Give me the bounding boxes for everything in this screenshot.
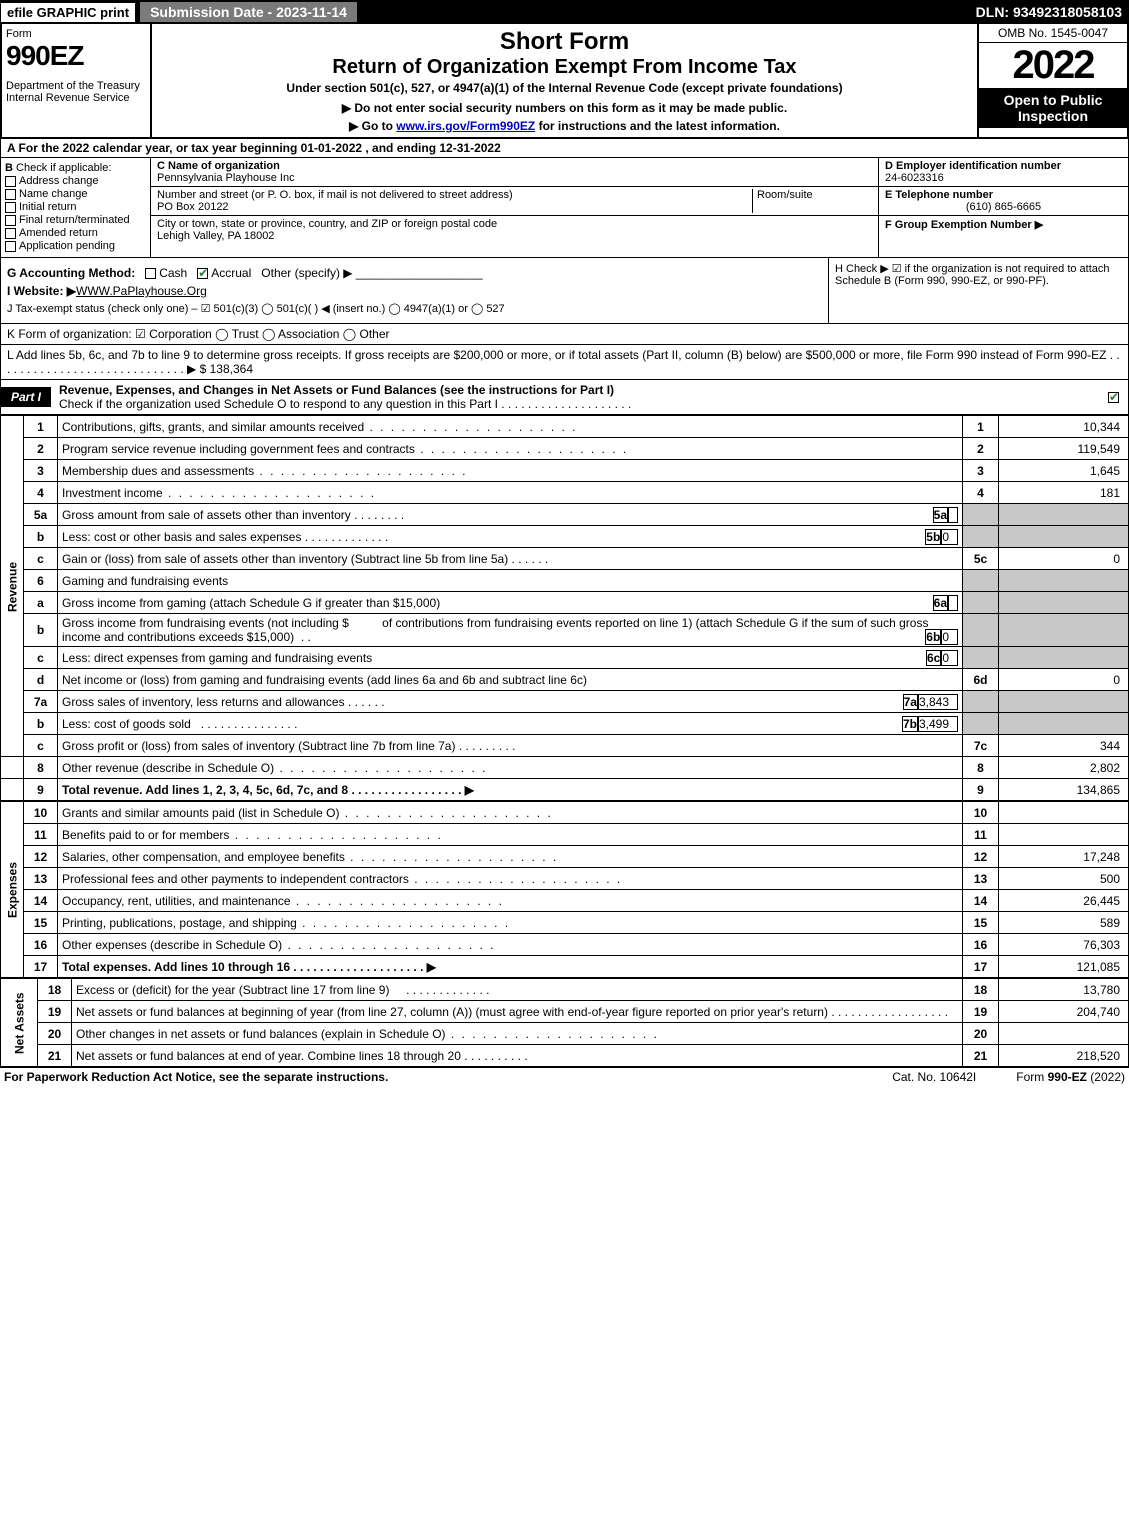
c-street-label: Number and street (or P. O. box, if mail… bbox=[157, 189, 752, 201]
col-d: D Employer identification number 24-6023… bbox=[878, 158, 1128, 257]
row-l: L Add lines 5b, 6c, and 7b to line 9 to … bbox=[0, 345, 1129, 380]
title-return: Return of Organization Exempt From Incom… bbox=[160, 56, 969, 79]
part-i-checkbox[interactable] bbox=[1102, 387, 1128, 407]
c-name-label: C Name of organization bbox=[157, 160, 872, 172]
cb-final-return[interactable]: Final return/terminated bbox=[5, 214, 146, 226]
i-website: I Website: ▶WWW.PaPlayhouse.Org bbox=[7, 284, 822, 298]
ghi-left: G Accounting Method: Cash Accrual Other … bbox=[1, 258, 828, 323]
website-value: WWW.PaPlayhouse.Org bbox=[76, 284, 207, 298]
side-revenue: Revenue bbox=[1, 416, 24, 757]
org-street: PO Box 20122 bbox=[157, 201, 752, 213]
cb-amended-return[interactable]: Amended return bbox=[5, 227, 146, 239]
title-short-form: Short Form bbox=[160, 28, 969, 56]
title-goto: ▶ Go to www.irs.gov/Form990EZ for instru… bbox=[160, 119, 969, 133]
department: Department of the Treasury Internal Reve… bbox=[6, 80, 146, 104]
irs-link[interactable]: www.irs.gov/Form990EZ bbox=[396, 119, 535, 133]
line-9: 9Total revenue. Add lines 1, 2, 3, 4, 5c… bbox=[1, 779, 1129, 801]
col-c: C Name of organization Pennsylvania Play… bbox=[151, 158, 878, 257]
line-15: 15Printing, publications, postage, and s… bbox=[1, 912, 1129, 934]
form-word: Form bbox=[6, 28, 146, 40]
line-13: 13Professional fees and other payments t… bbox=[1, 868, 1129, 890]
title-section: Under section 501(c), 527, or 4947(a)(1)… bbox=[160, 81, 969, 95]
line-18: Net Assets 18Excess or (deficit) for the… bbox=[1, 979, 1129, 1001]
line-20: 20Other changes in net assets or fund ba… bbox=[1, 1023, 1129, 1045]
net-assets-table: Net Assets 18Excess or (deficit) for the… bbox=[0, 978, 1129, 1067]
line-7c: cGross profit or (loss) from sales of in… bbox=[1, 735, 1129, 757]
block-ghij: G Accounting Method: Cash Accrual Other … bbox=[0, 258, 1129, 324]
col-b: B Check if applicable: Address change Na… bbox=[1, 158, 151, 257]
part-i-tag: Part I bbox=[1, 387, 51, 407]
line-4: 4Investment income4181 bbox=[1, 482, 1129, 504]
header-mid: Short Form Return of Organization Exempt… bbox=[152, 24, 977, 137]
g-accounting: G Accounting Method: Cash Accrual Other … bbox=[7, 266, 822, 280]
title-ssn-warning: ▶ Do not enter social security numbers o… bbox=[160, 101, 969, 115]
revenue-table: Revenue 1Contributions, gifts, grants, a… bbox=[0, 415, 1129, 801]
cb-initial-return[interactable]: Initial return bbox=[5, 201, 146, 213]
line-17: 17Total expenses. Add lines 10 through 1… bbox=[1, 956, 1129, 978]
cb-name-change[interactable]: Name change bbox=[5, 188, 146, 200]
cb-accrual[interactable] bbox=[197, 268, 208, 279]
line-5a: 5a Gross amount from sale of assets othe… bbox=[1, 504, 1129, 526]
line-1: Revenue 1Contributions, gifts, grants, a… bbox=[1, 416, 1129, 438]
line-6c: c Less: direct expenses from gaming and … bbox=[1, 647, 1129, 669]
line-3: 3Membership dues and assessments31,645 bbox=[1, 460, 1129, 482]
line-6b: b Gross income from fundraising events (… bbox=[1, 614, 1129, 647]
org-name: Pennsylvania Playhouse Inc bbox=[157, 172, 872, 184]
cb-address-change[interactable]: Address change bbox=[5, 175, 146, 187]
row-a-tax-year: A For the 2022 calendar year, or tax yea… bbox=[0, 139, 1129, 158]
line-21: 21Net assets or fund balances at end of … bbox=[1, 1045, 1129, 1067]
line-5c: cGain or (loss) from sale of assets othe… bbox=[1, 548, 1129, 570]
row-k: K Form of organization: ☑ Corporation ◯ … bbox=[0, 324, 1129, 345]
c-room-label: Room/suite bbox=[757, 189, 872, 201]
side-net-assets: Net Assets bbox=[1, 979, 38, 1067]
tax-year: 2022 bbox=[979, 43, 1127, 88]
line-6a: a Gross income from gaming (attach Sched… bbox=[1, 592, 1129, 614]
ein: 24-6023316 bbox=[885, 172, 1122, 184]
cb-application-pending[interactable]: Application pending bbox=[5, 240, 146, 252]
header-left: Form 990EZ Department of the Treasury In… bbox=[2, 24, 152, 137]
form-header: Form 990EZ Department of the Treasury In… bbox=[0, 24, 1129, 139]
line-12: 12Salaries, other compensation, and empl… bbox=[1, 846, 1129, 868]
page-footer: For Paperwork Reduction Act Notice, see … bbox=[0, 1067, 1129, 1086]
line-14: 14Occupancy, rent, utilities, and mainte… bbox=[1, 890, 1129, 912]
dln: DLN: 93492318058103 bbox=[976, 4, 1128, 20]
open-to-public: Open to Public Inspection bbox=[979, 88, 1127, 128]
line-2: 2Program service revenue including gover… bbox=[1, 438, 1129, 460]
header-right: OMB No. 1545-0047 2022 Open to Public In… bbox=[977, 24, 1127, 137]
line-8: 8Other revenue (describe in Schedule O)8… bbox=[1, 757, 1129, 779]
h-check: H Check ▶ ☑ if the organization is not r… bbox=[828, 258, 1128, 323]
efile-label: efile GRAPHIC print bbox=[1, 3, 135, 22]
side-expenses: Expenses bbox=[1, 802, 24, 978]
gross-receipts: 138,364 bbox=[210, 362, 253, 376]
c-city-label: City or town, state or province, country… bbox=[157, 218, 872, 230]
line-5b: b Less: cost or other basis and sales ex… bbox=[1, 526, 1129, 548]
top-bar: efile GRAPHIC print Submission Date - 20… bbox=[0, 0, 1129, 24]
part-i-header: Part I Revenue, Expenses, and Changes in… bbox=[0, 380, 1129, 415]
b-check-if: Check if applicable: bbox=[16, 162, 111, 174]
line-11: 11Benefits paid to or for members11 bbox=[1, 824, 1129, 846]
line-6: 6Gaming and fundraising events bbox=[1, 570, 1129, 592]
omb-number: OMB No. 1545-0047 bbox=[979, 24, 1127, 43]
part-i-title: Revenue, Expenses, and Changes in Net As… bbox=[51, 380, 1102, 414]
line-7b: b Less: cost of goods sold . . . . . . .… bbox=[1, 713, 1129, 735]
footer-catno: Cat. No. 10642I bbox=[892, 1070, 976, 1084]
line-7a: 7a Gross sales of inventory, less return… bbox=[1, 691, 1129, 713]
telephone: (610) 865-6665 bbox=[885, 201, 1122, 213]
e-tel-label: E Telephone number bbox=[885, 189, 1122, 201]
org-city: Lehigh Valley, PA 18002 bbox=[157, 230, 872, 242]
expenses-table: Expenses 10Grants and similar amounts pa… bbox=[0, 801, 1129, 978]
f-group-label: F Group Exemption Number ▶ bbox=[885, 218, 1122, 231]
footer-paperwork: For Paperwork Reduction Act Notice, see … bbox=[4, 1070, 388, 1084]
d-ein-label: D Employer identification number bbox=[885, 160, 1122, 172]
line-16: 16Other expenses (describe in Schedule O… bbox=[1, 934, 1129, 956]
submission-date: Submission Date - 2023-11-14 bbox=[139, 1, 358, 23]
footer-formref: Form 990-EZ (2022) bbox=[1016, 1070, 1125, 1084]
line-19: 19Net assets or fund balances at beginni… bbox=[1, 1001, 1129, 1023]
line-10: Expenses 10Grants and similar amounts pa… bbox=[1, 802, 1129, 824]
line-6d: dNet income or (loss) from gaming and fu… bbox=[1, 669, 1129, 691]
block-bcd: B Check if applicable: Address change Na… bbox=[0, 158, 1129, 258]
b-label: B bbox=[5, 162, 13, 174]
j-tax-exempt: J Tax-exempt status (check only one) – ☑… bbox=[7, 302, 822, 315]
form-number: 990EZ bbox=[6, 40, 146, 72]
